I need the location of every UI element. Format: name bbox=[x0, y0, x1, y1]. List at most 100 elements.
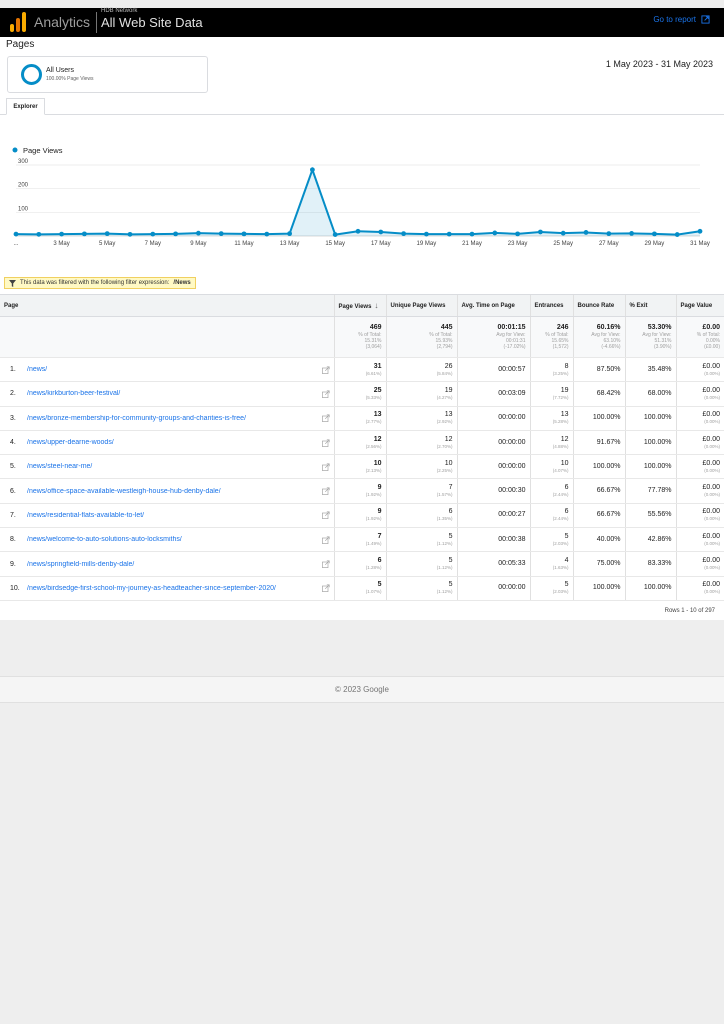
page-link[interactable]: /news/ bbox=[27, 366, 48, 374]
bounce-rate-cell: 40.00% bbox=[572, 527, 625, 553]
table-row[interactable]: 1./news/31 (6.61%) 26 (5.84%) 00:00:57 8 (3.25… bbox=[0, 357, 724, 383]
x-tick-label: 19 May bbox=[417, 241, 437, 247]
col-header-bounce-rate[interactable]: Bounce Rate bbox=[572, 294, 625, 317]
page-value-cell: £0.00 (0.00%) bbox=[675, 576, 724, 601]
page-views-cell: 31 (6.61%) bbox=[333, 357, 386, 383]
data-point bbox=[515, 231, 520, 237]
table-row[interactable]: 3. /news/bronze-membership-for-community-… bbox=[0, 406, 724, 431]
page-link[interactable]: /news/bronze-membership-for-community-gr… bbox=[27, 414, 247, 422]
page-views-value: 7 bbox=[377, 532, 382, 540]
entrances-cell: 19 (7.72%) bbox=[529, 381, 573, 407]
exit-value: 68.00% bbox=[647, 389, 672, 397]
report-page: Pages All Users 100.00% Page Views 1 May… bbox=[0, 37, 724, 620]
totals-subtext: % of Total: bbox=[696, 332, 720, 338]
avg-time-value: 00:00:57 bbox=[498, 365, 526, 373]
totals-subtext: (£0.00) bbox=[704, 344, 720, 350]
col-header-exit[interactable]: % Exit bbox=[624, 294, 676, 317]
bounce-rate-value: 87.50% bbox=[596, 365, 621, 373]
analytics-logo-icon[interactable] bbox=[10, 12, 26, 32]
open-page-icon[interactable] bbox=[321, 439, 330, 447]
col-header-avg-time[interactable]: Avg. Time on Page bbox=[456, 294, 530, 317]
property-name[interactable]: All Web Site Data bbox=[101, 15, 203, 30]
page-cell: 2. /news/kirkburton-beer-festival/ bbox=[0, 381, 334, 407]
entrances-value: 19 bbox=[560, 386, 569, 394]
table-row[interactable]: 5./news/steel-near-me/10 (2.13%) 10 (2.25%)… bbox=[0, 454, 724, 480]
account-name[interactable]: HDB Network bbox=[101, 8, 138, 14]
page-link[interactable]: /news/springfield-mills-denby-dale/ bbox=[27, 560, 135, 568]
page-value-value: £0.00 bbox=[702, 557, 720, 565]
go-to-report-link[interactable]: Go to report bbox=[653, 15, 710, 24]
x-tick-label: 5 May bbox=[99, 241, 115, 247]
y-tick-label: 100 bbox=[18, 206, 29, 212]
open-page-icon[interactable] bbox=[321, 584, 330, 593]
page-value-cell: £0.00 (0.00%) bbox=[675, 454, 724, 480]
page-value-pct: (0.00%) bbox=[704, 419, 720, 425]
tab-explorer[interactable]: Explorer bbox=[6, 98, 45, 115]
page-link[interactable]: /news/steel-near-me/ bbox=[27, 463, 93, 471]
data-point bbox=[378, 229, 384, 235]
col-header-page[interactable]: Page bbox=[0, 294, 334, 317]
page-link[interactable]: /news/office-space-available-westleigh-h… bbox=[27, 487, 221, 495]
avg-time-value: 00:00:30 bbox=[498, 487, 526, 495]
exit-value: 100.00% bbox=[643, 438, 672, 446]
table-row[interactable]: 7. /news/residential-flats-available-to-l… bbox=[0, 503, 724, 529]
page-cell: 6. /news/office-space-available-westleigh… bbox=[0, 478, 334, 504]
exit-cell: 100.00% bbox=[624, 430, 676, 456]
table-row[interactable]: 6. /news/office-space-available-westleigh… bbox=[0, 478, 724, 504]
exit-cell: 100.00% bbox=[624, 406, 676, 431]
brand-name[interactable]: Analytics bbox=[34, 14, 91, 30]
rows-info: Rows 1 - 10 of 297 bbox=[664, 608, 715, 614]
page-value-pct: (0.00%) bbox=[704, 492, 720, 498]
unique-views-pct: (2.70%) bbox=[436, 443, 453, 449]
table-row[interactable]: 10. /news/birdsedge-first-school-my-journ… bbox=[0, 576, 724, 601]
open-page-icon[interactable] bbox=[321, 536, 330, 544]
open-page-icon[interactable] bbox=[321, 390, 330, 398]
entrances-value: 5 bbox=[564, 532, 569, 540]
page-link[interactable]: /news/welcome-to-auto-solutions-auto-loc… bbox=[27, 536, 182, 544]
table-row[interactable]: 9./news/springfield-mills-denby-dale/6 (1… bbox=[0, 551, 724, 577]
bounce-rate-value: 100.00% bbox=[592, 462, 621, 470]
avg-time-cell: 00:00:00 bbox=[456, 430, 530, 456]
open-page-icon[interactable] bbox=[321, 463, 330, 471]
x-tick-label: 17 May bbox=[371, 241, 391, 247]
col-header-page-views[interactable]: Page Views ↓ bbox=[333, 294, 386, 317]
segment-card[interactable]: All Users 100.00% Page Views bbox=[7, 56, 208, 93]
col-header-entrances[interactable]: Entrances bbox=[529, 294, 573, 317]
totals-subtext: Avg for View: bbox=[591, 332, 621, 338]
entrances-pct: (2.44%) bbox=[552, 492, 569, 498]
totals-value: 53.30% bbox=[647, 324, 672, 331]
bounce-rate-value: 40.00% bbox=[596, 535, 621, 543]
open-page-icon[interactable] bbox=[321, 487, 330, 496]
row-number: 5. bbox=[10, 463, 16, 471]
exit-cell: 68.00% bbox=[624, 381, 676, 407]
open-page-icon[interactable] bbox=[321, 366, 330, 374]
table-row[interactable]: 8. /news/welcome-to-auto-solutions-auto-l… bbox=[0, 527, 724, 553]
table-row[interactable]: 2. /news/kirkburton-beer-festival/25 (5.33… bbox=[0, 381, 724, 407]
page-link[interactable]: /news/upper-dearne-woods/ bbox=[27, 439, 114, 447]
date-range[interactable]: 1 May 2023 - 31 May 2023 bbox=[605, 59, 713, 69]
entrances-pct: (2.03%) bbox=[552, 589, 569, 595]
col-header-page-value[interactable]: Page Value bbox=[675, 294, 724, 317]
open-page-icon[interactable] bbox=[321, 414, 330, 423]
open-page-icon[interactable] bbox=[321, 511, 330, 520]
exit-cell: 42.86% bbox=[624, 527, 676, 553]
unique-views-value: 5 bbox=[448, 532, 453, 540]
open-page-icon[interactable] bbox=[321, 560, 330, 568]
row-number: 3. bbox=[10, 414, 16, 422]
data-point bbox=[446, 231, 452, 237]
page-link[interactable]: /news/birdsedge-first-school-my-journey-… bbox=[27, 584, 276, 592]
page-link[interactable]: /news/kirkburton-beer-festival/ bbox=[27, 390, 121, 398]
filter-notice: This data was filtered with the followin… bbox=[4, 277, 196, 289]
page-views-cell: 9 (1.92%) bbox=[333, 478, 386, 504]
totals-cell: 469% of Total: 15.31% (3,064) bbox=[333, 316, 386, 358]
avg-time-cell: 00:00:30 bbox=[456, 478, 530, 504]
x-tick-label: ... bbox=[13, 241, 18, 247]
col-header-unique-page-views[interactable]: Unique Page Views bbox=[385, 294, 457, 317]
table-row[interactable]: 4./news/upper-dearne-woods/12 (2.56%) 12 (2… bbox=[0, 430, 724, 456]
unique-views-cell: 6 (1.35%) bbox=[385, 503, 457, 529]
go-to-report-label: Go to report bbox=[653, 15, 696, 24]
page-link[interactable]: /news/residential-flats-available-to-let… bbox=[27, 511, 145, 519]
avg-time-cell: 00:00:27 bbox=[456, 503, 530, 529]
page-views-pct: (2.13%) bbox=[365, 467, 382, 473]
avg-time-value: 00:03:09 bbox=[498, 389, 526, 397]
